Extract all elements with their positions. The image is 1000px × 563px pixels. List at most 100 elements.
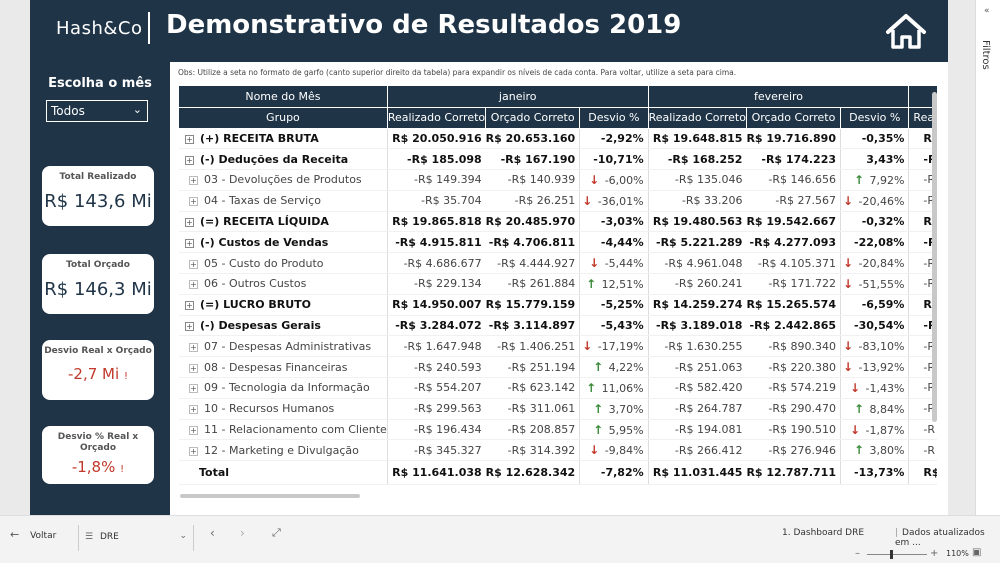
table-row[interactable]: + (-) Deduções da Receita -R$ 185.098 -R$ 1… <box>179 148 937 171</box>
expand-icon[interactable]: + <box>189 259 198 269</box>
row-label-text: (=) RECEITA LÍQUIDA <box>200 215 329 229</box>
expand-icon[interactable]: + <box>189 197 198 207</box>
total-value-cell: R$ 12.628.342 <box>485 460 581 486</box>
zoom-level: 110% <box>946 549 969 558</box>
filters-pane[interactable]: « Filtros <box>975 0 1000 515</box>
value-cell: -R$ 276.946 <box>746 439 842 462</box>
column-header[interactable]: Desvio % <box>579 107 649 129</box>
group-column-header[interactable]: Grupo <box>179 107 388 129</box>
total-value-cell: R$ 11.641.038 <box>387 460 486 486</box>
value-cell: -R$ 554.207 <box>387 377 486 399</box>
table-row[interactable]: +10 - Recursos Humanos -R$ 299.563 -R$ 311… <box>179 398 937 420</box>
fullscreen-icon[interactable]: ⤢ <box>272 526 281 539</box>
page-dropdown[interactable]: ☰ DRE ⌄ <box>78 525 194 551</box>
row-label: + (-) Custos de Vendas <box>179 231 388 254</box>
expand-icon[interactable]: + <box>189 405 198 415</box>
expand-icon[interactable]: + <box>189 176 198 186</box>
table-row[interactable]: +07 - Despesas Administrativas -R$ 1.647.… <box>179 335 937 358</box>
expand-icon[interactable]: + <box>189 446 198 456</box>
expand-icon[interactable]: + <box>185 238 194 248</box>
zoom-slider-thumb[interactable] <box>890 550 893 559</box>
table-row[interactable]: +05 - Custo do Produto -R$ 4.686.677 -R$ 4… <box>179 252 937 275</box>
arrow-down-icon: ↓ <box>849 380 861 395</box>
expand-icon[interactable]: + <box>185 322 194 332</box>
deviation-value: -17,19% <box>597 340 644 354</box>
expand-icon[interactable]: + <box>185 155 194 165</box>
kpi-desvio-percent: Desvio % Real x Orçado -1,8% ! <box>42 426 154 484</box>
row-label-text: 06 - Outros Custos <box>204 277 307 291</box>
vertical-scrollbar[interactable] <box>932 92 937 422</box>
value-cell: -R$ 623.142 <box>485 377 581 399</box>
row-label-text: (=) LUCRO BRUTO <box>200 298 312 312</box>
value-cell: -R$ 1.647.948 <box>387 335 486 358</box>
value-cell: -R$ 3.189.018 <box>648 315 747 337</box>
table-row[interactable]: +06 - Outros Custos -R$ 229.134 -R$ 261.88… <box>179 273 937 295</box>
expand-icon[interactable]: + <box>185 301 194 311</box>
expand-icon[interactable]: + <box>185 134 194 144</box>
arrow-up-icon: ↑ <box>586 380 597 395</box>
table-row[interactable]: +04 - Taxas de Serviço -R$ 35.704 -R$ 26.2… <box>179 190 937 212</box>
column-header[interactable]: Realizado <box>908 107 937 129</box>
row-label: + (=) RECEITA LÍQUIDA <box>179 211 388 233</box>
back-button[interactable]: ← Voltar <box>10 528 56 550</box>
row-label-text: 05 - Custo do Produto <box>204 256 324 270</box>
next-page-button[interactable]: › <box>240 526 245 540</box>
deviation-cell: -10,71% <box>579 148 649 171</box>
row-label-text: 07 - Despesas Administrativas <box>204 339 372 353</box>
table-row[interactable]: +12 - Marketing e Divulgação -R$ 345.327-… <box>179 439 937 462</box>
expand-icon[interactable]: + <box>189 426 198 436</box>
arrow-up-icon: ↑ <box>593 422 604 437</box>
table-row[interactable]: +08 - Despesas Financeiras -R$ 240.593 -R$… <box>179 356 937 379</box>
column-header[interactable]: Realizado Correto <box>648 107 747 129</box>
zoom-slider[interactable] <box>867 554 927 555</box>
table-row[interactable]: + (+) RECEITA BRUTA R$ 20.050.916 R$ 20.653… <box>179 128 937 150</box>
expand-icon[interactable]: + <box>185 218 194 228</box>
row-label-text: 08 - Despesas Financeiras <box>204 360 348 374</box>
month-filter-label: Escolha o mês <box>48 76 152 91</box>
row-label: + (-) Despesas Gerais <box>179 315 388 337</box>
value-cell: -R$ 33.206 <box>648 190 747 212</box>
value-cell: -R$ 196.434 <box>387 419 486 441</box>
table-row[interactable]: + (-) Custos de Vendas -R$ 4.915.811 -R$ 4.… <box>179 231 937 254</box>
table-row[interactable]: +03 - Devoluções de Produtos -R$ 149.394-… <box>179 169 937 191</box>
data-refresh-status: | Dados atualizados em ... <box>895 528 1000 548</box>
value-cell: -R$ 299.563 <box>387 398 486 420</box>
value-cell: R$ 19.542.667 <box>746 211 842 233</box>
previous-page-button[interactable]: ‹ <box>210 526 215 540</box>
collapse-chevron-icon[interactable]: « <box>984 6 990 16</box>
fit-to-page-icon[interactable]: ▣ <box>972 547 982 558</box>
month-header-janeiro[interactable]: janeiro <box>387 86 649 108</box>
table-row[interactable]: +11 - Relacionamento com Cliente -R$ 196.… <box>179 419 937 441</box>
column-header[interactable]: Orçado Correto <box>485 107 581 129</box>
deviation-cell: ↓ -6,00% <box>579 169 649 191</box>
arrow-up-icon: ↑ <box>593 401 604 416</box>
table-row[interactable]: + (=) RECEITA LÍQUIDA R$ 19.865.818 R$ 20.4… <box>179 211 937 233</box>
value-cell: -R$ 251.063 <box>648 356 747 379</box>
table-row[interactable]: + (=) LUCRO BRUTO R$ 14.950.007 R$ 15.779.1… <box>179 294 937 316</box>
expand-icon[interactable]: + <box>189 342 198 352</box>
deviation-value: 4,22% <box>608 361 644 375</box>
horizontal-scrollbar[interactable] <box>180 494 360 498</box>
zoom-in-button[interactable]: + <box>930 548 939 559</box>
zoom-out-button[interactable]: – <box>855 548 860 559</box>
month-header-fevereiro[interactable]: fevereiro <box>648 86 910 108</box>
expand-icon[interactable]: + <box>189 363 198 373</box>
brand-logo: Hash&Co <box>56 18 143 39</box>
month-dropdown[interactable]: Todos ⌄ <box>46 100 148 122</box>
table-row[interactable]: +09 - Tecnologia da Informação -R$ 554.20… <box>179 377 937 399</box>
kpi-label: Total Realizado <box>59 172 137 182</box>
expand-icon[interactable]: + <box>189 280 198 290</box>
table-row[interactable]: + (-) Despesas Gerais -R$ 3.284.072 -R$ 3.1… <box>179 315 937 337</box>
column-header[interactable]: Orçado Correto <box>746 107 842 129</box>
kpi-value: R$ 146,3 Mi <box>44 279 152 300</box>
total-value-cell: R$ 12.787.711 <box>746 460 842 486</box>
arrow-up-icon: ↑ <box>853 443 864 458</box>
column-header[interactable]: Realizado Correto <box>387 107 487 129</box>
value-cell-overflow: -R <box>908 273 937 295</box>
page-tab-dashboard[interactable]: 1. Dashboard DRE <box>782 528 865 538</box>
column-header[interactable]: Desvio % <box>840 107 910 129</box>
home-icon[interactable] <box>884 12 928 50</box>
value-cell: -R$ 149.394 <box>387 169 486 191</box>
expand-icon[interactable]: + <box>189 384 198 394</box>
arrow-down-icon: ↓ <box>842 193 854 208</box>
